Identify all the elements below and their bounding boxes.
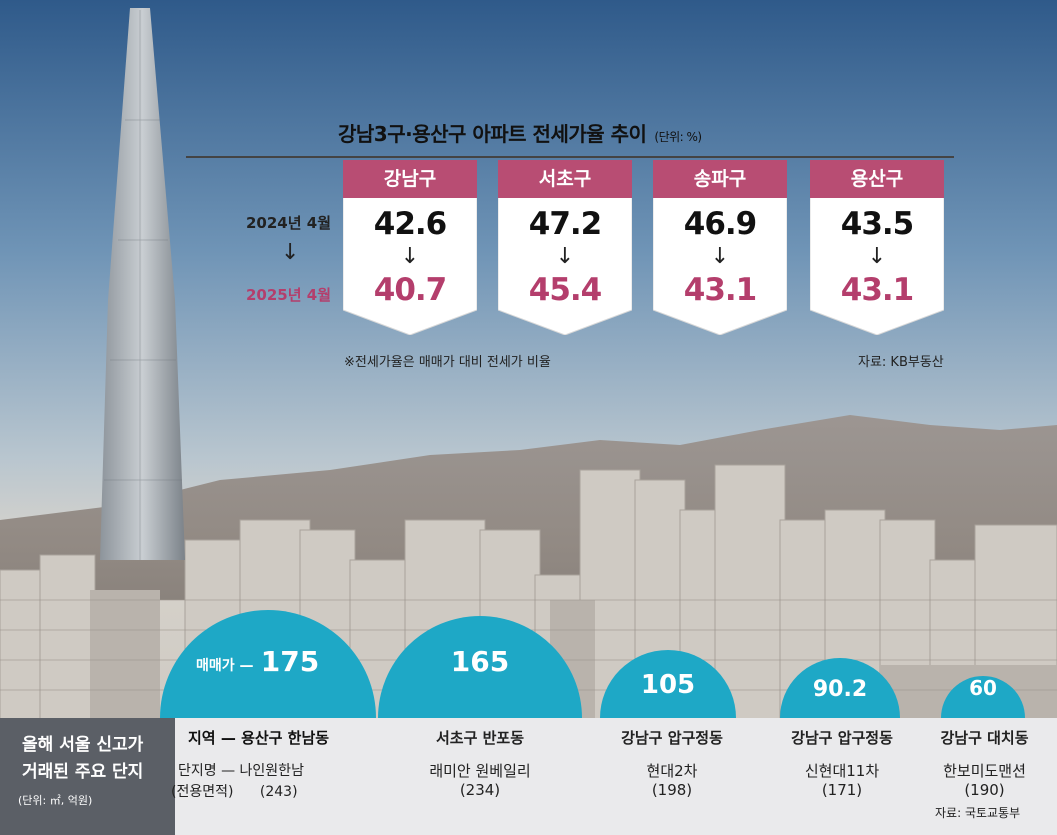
complex-4: 한보미도맨션: [943, 762, 1026, 780]
card-songpa: 송파구 46.9 ↓ 43.1: [653, 160, 787, 335]
bubble-value-1: 165: [450, 645, 510, 678]
value-2024: 43.5: [840, 206, 915, 242]
bubble-value-3: 90.2: [812, 677, 868, 702]
value-2025: 40.7: [373, 272, 448, 308]
value-2024: 46.9: [683, 206, 758, 242]
price-label: 매매가 —: [196, 658, 254, 674]
table-title: 올해 서울 신고가 거래된 주요 단지: [22, 735, 144, 782]
legend-2024: 2024년 4월: [246, 214, 332, 232]
source-top: 자료: KB부동산: [858, 355, 944, 370]
card-name: 용산구: [850, 168, 904, 190]
complex-1: 래미안 원베일리: [429, 762, 531, 780]
card-seocho: 서초구 47.2 ↓ 45.4: [498, 160, 632, 335]
chart-title: 강남3구·용산구 아파트 전세가율 추이 (단위: %): [338, 122, 702, 146]
area-4: (190): [964, 781, 1005, 799]
table-band: [0, 718, 1057, 835]
legend-2025: 2025년 4월: [246, 286, 332, 304]
card-name: 송파구: [693, 168, 747, 190]
down-arrow-icon: ↓: [867, 244, 887, 269]
value-2025: 45.4: [528, 272, 603, 308]
card-name: 강남구: [383, 168, 437, 190]
down-arrow-icon: ↓: [710, 244, 730, 269]
table-unit: (단위: ㎡, 억원): [18, 794, 93, 807]
area-2: (198): [651, 781, 693, 799]
card-name: 서초구: [538, 168, 592, 190]
area-header: (전용면적) (243): [171, 784, 298, 800]
value-2024: 42.6: [373, 206, 448, 242]
card-gangnam: 강남구 42.6 ↓ 40.7: [343, 160, 477, 335]
complex-header: 단지명 — 나인원한남: [178, 763, 304, 779]
complex-2: 현대2차: [646, 762, 698, 780]
table-title-panel: [0, 718, 175, 835]
region-3: 강남구 압구정동: [791, 729, 893, 747]
card-yongsan: 용산구 43.5 ↓ 43.1: [810, 160, 944, 335]
value-2025: 43.1: [683, 272, 758, 308]
complex-3: 신현대11차: [804, 762, 880, 780]
value-2024: 47.2: [528, 206, 603, 242]
bubble-value-0: 175: [260, 645, 320, 678]
area-3: (171): [821, 781, 863, 799]
source-bottom: 자료: 국토교통부: [935, 806, 1021, 820]
region-4: 강남구 대치동: [940, 729, 1029, 747]
footnote: ※전세가율은 매매가 대비 전세가 비율: [344, 355, 551, 370]
area-1: (234): [459, 781, 501, 799]
region-header: 지역 — 용산구 한남동: [188, 729, 330, 747]
bubble-value-4: 60: [969, 676, 997, 700]
legend-arrow: ↓: [281, 240, 300, 265]
down-arrow-icon: ↓: [400, 244, 420, 269]
down-arrow-icon: ↓: [555, 244, 575, 269]
bubble-value-2: 105: [640, 670, 696, 700]
region-1: 서초구 반포동: [435, 729, 525, 747]
title-rule: [186, 156, 954, 158]
value-2025: 43.1: [840, 272, 915, 308]
region-2: 강남구 압구정동: [621, 729, 723, 747]
